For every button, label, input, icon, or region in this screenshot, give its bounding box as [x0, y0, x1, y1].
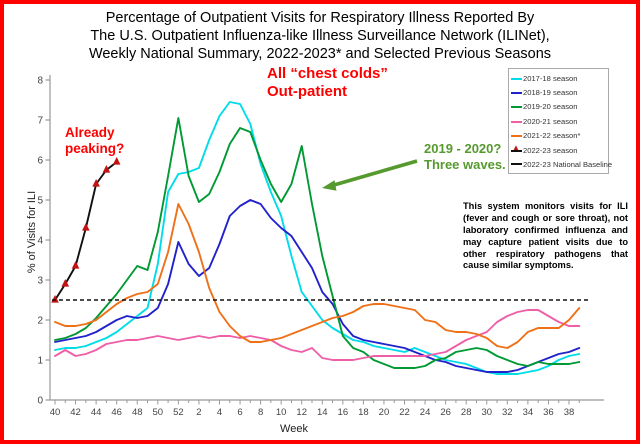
chart-title-line2: The U.S. Outpatient Influenza-like Illne…	[90, 28, 550, 44]
x-tick-label: 50	[153, 407, 164, 418]
x-tick-label: 4	[217, 407, 222, 418]
annotation-three-waves-line1: 2019 - 2020?	[424, 141, 502, 156]
triangle-marker	[71, 261, 80, 269]
triangle-marker	[112, 157, 121, 165]
y-tick-label: 6	[37, 156, 43, 167]
legend-label: 2018-19 season	[523, 88, 578, 98]
legend-marker	[511, 73, 522, 83]
x-tick-label: 52	[173, 407, 184, 418]
legend-item: 2019-20 season	[511, 100, 607, 114]
x-tick-label: 10	[276, 407, 287, 418]
x-tick-label: 26	[440, 407, 451, 418]
triangle-marker	[82, 223, 90, 231]
x-tick-label: 24	[420, 407, 431, 418]
y-axis-label: % of Visits for ILI	[26, 190, 38, 274]
annotation-already-peaking: Already peaking?	[65, 125, 124, 157]
x-tick-label: 28	[461, 407, 472, 418]
legend-marker	[511, 131, 522, 141]
triangle-marker	[92, 179, 100, 187]
legend-item: 2017-18 season	[511, 71, 607, 85]
y-tick-label: 0	[37, 396, 43, 407]
x-tick-label: 22	[399, 407, 410, 418]
x-axis-label: Week	[280, 423, 308, 435]
legend-item: 2020-21 season	[511, 114, 607, 128]
annotation-chest-colds-line1: All “chest colds”	[267, 65, 388, 82]
triangle-marker	[102, 165, 111, 173]
annotation-chest-colds-line2: Out-patient	[267, 83, 347, 100]
series-line-2019-20-season	[54, 117, 581, 369]
legend-label: 2019-20 season	[523, 102, 578, 112]
legend-label: 2021-22 season*	[523, 131, 581, 141]
chart-title: Percentage of Outpatient Visits for Resp…	[4, 9, 636, 63]
y-tick-label: 8	[37, 76, 43, 87]
y-tick-label: 2	[37, 316, 43, 327]
series-line-2017-18-season	[54, 101, 581, 375]
x-tick-label: 48	[132, 407, 143, 418]
y-tick-label: 1	[37, 356, 43, 367]
legend-item: 2021-22 season*	[511, 129, 607, 143]
legend-item: 2018-19 season	[511, 85, 607, 99]
annotation-already-peaking-line1: Already	[65, 125, 115, 140]
x-tick-label: 16	[338, 407, 349, 418]
x-tick-label: 46	[111, 407, 122, 418]
x-tick-label: 30	[481, 407, 492, 418]
legend-marker	[511, 160, 522, 170]
series-line-2018-19-season	[54, 199, 581, 373]
x-tick-label: 12	[296, 407, 307, 418]
x-tick-label: 14	[317, 407, 328, 418]
y-tick-label: 7	[37, 116, 43, 127]
series-line-2022-23-season	[54, 161, 118, 301]
legend-label: 2020-21 season	[523, 116, 578, 126]
legend-label: 2022-23 season	[523, 145, 578, 155]
chart-title-line1: Percentage of Outpatient Visits for Resp…	[105, 10, 535, 26]
legend-marker	[511, 116, 522, 126]
legend: 2017-18 season 2018-19 season 2019-20 seas…	[508, 68, 612, 174]
x-tick-label: 34	[523, 407, 534, 418]
series-line-2021-22-season-	[54, 203, 581, 349]
annotation-already-peaking-line2: peaking?	[65, 141, 125, 156]
x-tick-label: 18	[358, 407, 369, 418]
x-tick-label: 36	[543, 407, 554, 418]
x-tick-label: 40	[50, 407, 61, 418]
x-tick-label: 6	[237, 407, 242, 418]
legend-label: 2022-23 National Baseline	[523, 160, 613, 170]
x-tick-label: 32	[502, 407, 513, 418]
annotation-chest-colds: All “chest colds” Out-patient	[267, 65, 388, 101]
ili-definition-note: This system monitors visits for ILI (fev…	[463, 201, 628, 271]
legend-marker	[511, 88, 522, 98]
chart-title-line3: Weekly National Summary, 2022-2023* and …	[88, 46, 552, 62]
annotation-three-waves: 2019 - 2020? Three waves.	[424, 141, 506, 173]
legend-item: 2022-23 National Baseline	[511, 157, 612, 171]
x-tick-label: 42	[70, 407, 81, 418]
legend-marker: ▲	[511, 143, 522, 155]
x-tick-label: 44	[91, 407, 102, 418]
legend-item: ▲ 2022-23 season	[511, 143, 607, 157]
x-tick-label: 38	[564, 407, 575, 418]
y-tick-label: 4	[37, 236, 43, 247]
x-tick-label: 2	[196, 407, 201, 418]
series-line-2020-21-season	[54, 309, 581, 361]
annotation-three-waves-line2: Three waves.	[424, 157, 506, 172]
y-tick-label: 5	[37, 196, 43, 207]
legend-marker	[511, 102, 522, 112]
x-tick-label: 20	[379, 407, 390, 418]
y-tick-label: 3	[37, 276, 43, 287]
triangle-marker	[61, 279, 70, 287]
x-tick-label: 8	[258, 407, 263, 418]
three-waves-arrow	[322, 159, 418, 191]
legend-label: 2017-18 season	[523, 73, 578, 83]
